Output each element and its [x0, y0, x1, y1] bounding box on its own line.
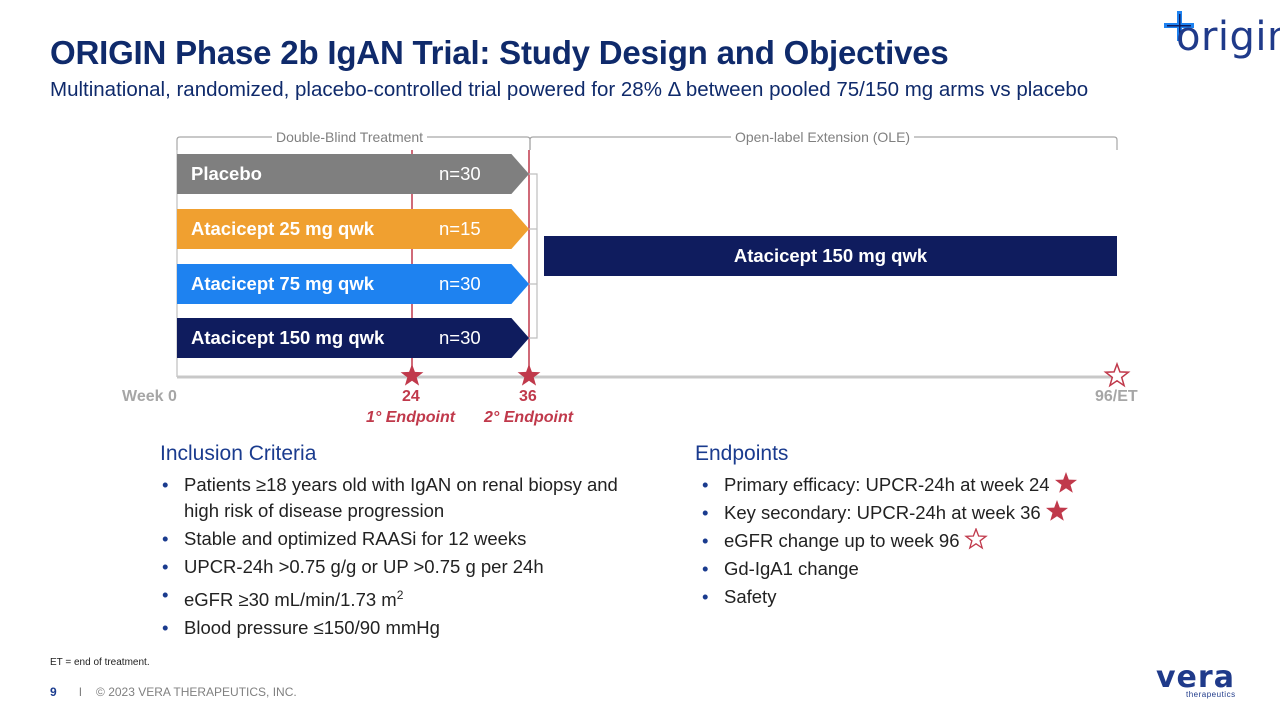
list-item: UPCR-24h >0.75 g/g or UP >0.75 g per 24h — [160, 554, 630, 580]
arm-75mg: Atacicept 75 mg qwk n=30 — [177, 264, 529, 304]
copyright: © 2023 VERA THERAPEUTICS, INC. — [96, 685, 297, 699]
footnote: ET = end of treatment. — [50, 657, 150, 668]
vera-logo-subtext: therapeutics — [1186, 690, 1236, 699]
arm-25mg: Atacicept 25 mg qwk n=15 — [177, 209, 529, 249]
week0-label: Week 0 — [122, 388, 177, 405]
secondary-endpoint-label: 2° Endpoint — [484, 409, 574, 426]
list-item: Primary efficacy: UPCR-24h at week 24 — [700, 472, 1120, 498]
arm-n: n=30 — [439, 273, 481, 294]
footer-separator: I — [78, 685, 83, 699]
arm-n: n=15 — [439, 218, 481, 239]
ole-arm-bar: Atacicept 150 mg qwk — [544, 236, 1117, 276]
footer: 9 I © 2023 VERA THERAPEUTICS, INC. — [50, 685, 297, 699]
filled-star-icon — [1045, 500, 1068, 521]
inclusion-title: Inclusion Criteria — [160, 442, 317, 465]
arm-name: Atacicept 75 mg qwk — [191, 273, 375, 294]
arm-n: n=30 — [439, 163, 481, 184]
week36-label: 36 — [519, 388, 537, 405]
list-item: Safety — [700, 584, 1120, 610]
list-item: Gd-IgA1 change — [700, 556, 1120, 582]
page-title: ORIGIN Phase 2b IgAN Trial: Study Design… — [50, 34, 949, 71]
list-item: eGFR ≥30 mL/min/1.73 m2 — [160, 582, 630, 613]
inclusion-list: Patients ≥18 years old with IgAN on rena… — [160, 472, 630, 643]
origin-logo-text: origin — [1176, 14, 1280, 60]
list-item: Blood pressure ≤150/90 mmHg — [160, 615, 630, 641]
endpoint-text: Key secondary: UPCR-24h at week 36 — [724, 502, 1041, 523]
filled-star-icon — [1054, 472, 1077, 493]
list-item: Key secondary: UPCR-24h at week 36 — [700, 500, 1120, 526]
endpoint-text: eGFR change up to week 96 — [724, 530, 960, 551]
origin-logo-icon — [1164, 11, 1194, 41]
arm-name: Placebo — [191, 163, 262, 184]
list-item: eGFR change up to week 96 — [700, 528, 1120, 554]
page-subtitle: Multinational, randomized, placebo-contr… — [50, 78, 1089, 101]
page-number: 9 — [50, 685, 57, 699]
vera-logo-text: vera — [1156, 660, 1235, 695]
ole-label: Open-label Extension (OLE) — [731, 129, 915, 145]
week36-star-icon — [517, 364, 541, 386]
week96-label: 96/ET — [1095, 388, 1138, 405]
list-item: Patients ≥18 years old with IgAN on rena… — [160, 472, 630, 524]
double-blind-label: Double-Blind Treatment — [272, 129, 428, 145]
week24-star-icon — [400, 364, 424, 386]
arm-placebo: Placebo n=30 — [177, 154, 529, 194]
endpoint-text: Primary efficacy: UPCR-24h at week 24 — [724, 474, 1050, 495]
arm-name: Atacicept 25 mg qwk — [191, 218, 375, 239]
endpoints-title: Endpoints — [695, 442, 789, 465]
week24-label: 24 — [402, 388, 420, 405]
arm-name: Atacicept 150 mg qwk — [191, 327, 385, 348]
endpoints-list: Primary efficacy: UPCR-24h at week 24 Ke… — [700, 472, 1120, 612]
superscript: 2 — [396, 588, 404, 602]
list-item: Stable and optimized RAASi for 12 weeks — [160, 526, 630, 552]
arm-150mg: Atacicept 150 mg qwk n=30 — [177, 318, 529, 358]
arm-n: n=30 — [439, 327, 481, 348]
primary-endpoint-label: 1° Endpoint — [366, 409, 456, 426]
week96-star-icon — [1103, 361, 1131, 388]
outline-star-icon — [963, 528, 988, 550]
egfr-text: eGFR ≥30 mL/min/1.73 m — [184, 589, 397, 611]
